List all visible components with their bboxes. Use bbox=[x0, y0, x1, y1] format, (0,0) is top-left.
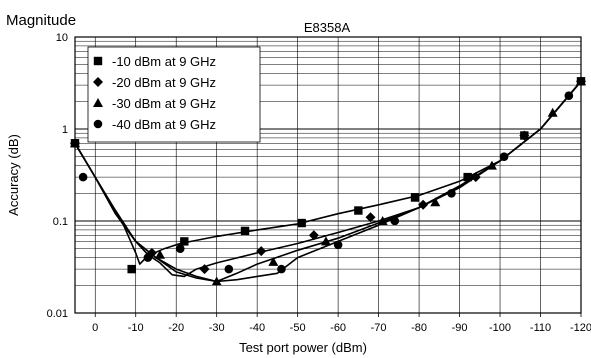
data-point-diamond bbox=[365, 212, 376, 223]
series-layer bbox=[70, 76, 586, 286]
data-point-diamond bbox=[199, 264, 210, 275]
x-tick-label: 0 bbox=[92, 322, 98, 334]
x-tick-label: -60 bbox=[330, 322, 346, 334]
data-point-square bbox=[127, 264, 136, 274]
x-tick-label: -110 bbox=[530, 322, 551, 334]
data-point-square bbox=[240, 226, 250, 236]
y-tick-label: 0.01 bbox=[47, 308, 68, 320]
data-point-circle bbox=[390, 216, 400, 226]
legend-marker-square bbox=[93, 56, 103, 66]
data-point-circle bbox=[175, 244, 185, 253]
legend-box bbox=[87, 46, 261, 143]
data-point-square bbox=[463, 172, 472, 182]
x-axis-label: Test port power (dBm) bbox=[239, 340, 367, 355]
data-point-diamond bbox=[519, 130, 530, 141]
data-point-diamond bbox=[256, 246, 267, 257]
x-tick-label: -20 bbox=[168, 322, 184, 334]
legend-marker-diamond bbox=[93, 77, 103, 87]
data-point-diamond bbox=[308, 230, 319, 241]
data-point-circle bbox=[143, 253, 153, 262]
data-point-triangle bbox=[430, 197, 441, 207]
legend: -10 dBm at 9 GHz -20 dBm at 9 GHz -30 dBm … bbox=[87, 46, 261, 143]
x-tick-label: -90 bbox=[452, 322, 468, 334]
x-tick-label: -40 bbox=[249, 322, 265, 334]
series-4 bbox=[70, 80, 582, 283]
x-tick-label: -70 bbox=[371, 322, 387, 334]
data-point-triangle bbox=[155, 249, 166, 259]
legend-label: -20 dBm at 9 GHz bbox=[112, 75, 216, 90]
x-tick-label: -50 bbox=[290, 322, 306, 334]
x-tick-label: -100 bbox=[489, 322, 511, 334]
data-point-circle bbox=[78, 172, 88, 182]
data-point-circle bbox=[447, 189, 456, 198]
x-tick-label: -10 bbox=[128, 322, 144, 334]
data-point-circle bbox=[499, 152, 509, 161]
legend-label: -10 dBm at 9 GHz bbox=[112, 54, 216, 69]
chart-title: E8358A bbox=[304, 20, 351, 35]
x-tick-label: -80 bbox=[411, 322, 427, 334]
legend-label: -30 dBm at 9 GHz bbox=[112, 96, 216, 111]
data-point-square bbox=[180, 237, 189, 246]
data-point-circle bbox=[333, 240, 343, 250]
data-point-circle bbox=[564, 91, 574, 101]
legend-marker-circle bbox=[93, 119, 103, 129]
plot-frame bbox=[74, 36, 582, 314]
data-point-circle bbox=[70, 138, 80, 148]
data-point-circle bbox=[224, 264, 234, 274]
y-tick-label: 0.1 bbox=[53, 216, 68, 228]
data-point-circle bbox=[277, 264, 286, 274]
y-axis-label: Accuracy (dB) bbox=[6, 134, 21, 216]
x-tick-label: -120 bbox=[570, 322, 591, 334]
legend-marker-triangle bbox=[93, 98, 103, 107]
y-tick-label: 1 bbox=[62, 124, 68, 136]
y-tick-label: 10 bbox=[56, 32, 68, 44]
data-point-square bbox=[410, 193, 420, 202]
data-point-square bbox=[354, 206, 363, 215]
axis-ticks: 0 -10 -20 -30 -40 -50 -60 -70 -80 -90 -100 -110 -120… bbox=[47, 32, 591, 334]
legend-label: -40 dBm at 9 GHz bbox=[112, 117, 216, 132]
x-tick-label: -30 bbox=[209, 322, 225, 334]
series-line-4 bbox=[74, 80, 582, 283]
data-point-triangle bbox=[547, 107, 558, 117]
corner-label: Magnitude bbox=[6, 12, 76, 29]
data-point-square bbox=[297, 218, 306, 228]
data-point-triangle bbox=[268, 256, 279, 266]
data-point-triangle bbox=[320, 236, 331, 246]
